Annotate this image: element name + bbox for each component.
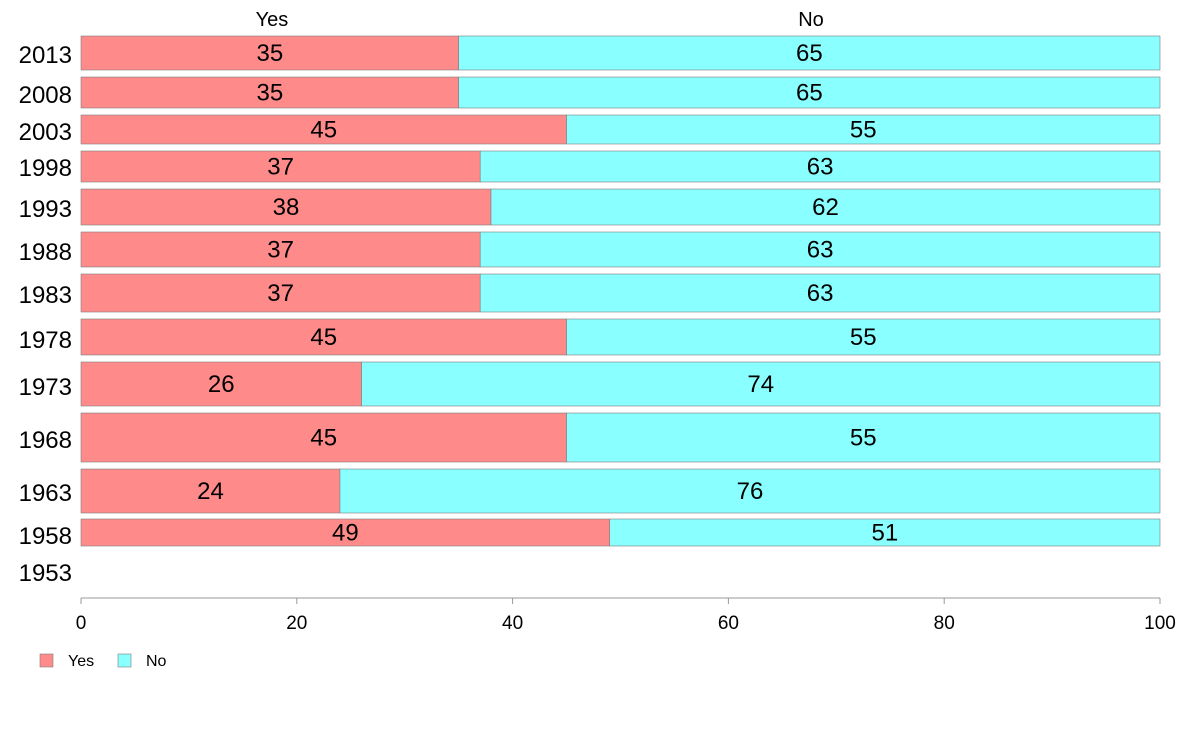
column-headers: Yes No xyxy=(256,9,824,31)
value-label-1973-yes: 26 xyxy=(208,371,235,398)
value-label-2008-no: 65 xyxy=(796,80,823,107)
bar-2003-no xyxy=(566,114,1161,145)
bar-1998-yes xyxy=(80,150,481,183)
x-tick-label-80: 80 xyxy=(934,613,955,634)
value-label-2013-yes: 35 xyxy=(256,40,283,67)
bar-1973-no xyxy=(361,361,1161,407)
legend: Yes No xyxy=(39,653,167,670)
value-label-1978-yes: 45 xyxy=(310,324,337,351)
category-label-1993: 1993 xyxy=(19,196,72,223)
value-label-1963-yes: 24 xyxy=(197,478,224,505)
category-label-2008: 2008 xyxy=(19,82,72,109)
bar-1983-yes xyxy=(80,273,481,313)
legend-swatch-no xyxy=(117,653,132,668)
bar-2008-no xyxy=(458,76,1161,109)
bar-1958-yes xyxy=(80,518,611,547)
value-label-1993-no: 62 xyxy=(812,194,839,221)
bar-2008-yes xyxy=(80,76,459,109)
value-label-1963-no: 76 xyxy=(737,478,764,505)
category-label-1953: 1953 xyxy=(19,560,72,587)
category-label-1968: 1968 xyxy=(19,427,72,454)
value-label-2008-yes: 35 xyxy=(256,80,283,107)
x-tick-label-60: 60 xyxy=(718,613,739,634)
bar-1993-yes xyxy=(80,188,492,226)
bar-1958-no xyxy=(609,518,1161,547)
bar-1968-yes xyxy=(80,412,567,463)
bar-1978-yes xyxy=(80,318,567,356)
value-label-2003-no: 55 xyxy=(850,117,877,144)
value-label-1968-no: 55 xyxy=(850,425,877,452)
bar-1963-yes xyxy=(80,468,341,514)
x-tick-label-0: 0 xyxy=(76,613,87,634)
x-tick-label-100: 100 xyxy=(1144,613,1176,634)
value-label-1983-yes: 37 xyxy=(267,280,294,307)
value-label-1998-yes: 37 xyxy=(267,154,294,181)
value-label-2003-yes: 45 xyxy=(310,117,337,144)
category-label-1988: 1988 xyxy=(19,239,72,266)
category-labels: 2013 2008 2003 1998 1993 1988 1983 1978 1973 1968… xyxy=(19,42,72,587)
value-label-1973-no: 74 xyxy=(747,371,774,398)
category-label-1958: 1958 xyxy=(19,523,72,550)
value-label-1978-no: 55 xyxy=(850,324,877,351)
category-label-2013: 2013 xyxy=(19,42,72,69)
value-label-1968-yes: 45 xyxy=(310,425,337,452)
x-tick-label-20: 20 xyxy=(286,613,307,634)
bars-group: 35 65 35 65 45 55 37 63 38 62 37 63 37 63 45 55 26 74 45 55… xyxy=(80,35,1161,547)
bar-1973-yes xyxy=(80,361,362,407)
value-label-2013-no: 65 xyxy=(796,40,823,67)
bar-2013-yes xyxy=(80,35,459,71)
bar-1983-no xyxy=(479,273,1161,313)
category-label-1973: 1973 xyxy=(19,374,72,401)
bar-1988-no xyxy=(479,231,1161,268)
bar-1993-no xyxy=(490,188,1161,226)
bar-2003-yes xyxy=(80,114,567,145)
value-label-1988-no: 63 xyxy=(807,237,834,264)
value-label-1988-yes: 37 xyxy=(267,237,294,264)
category-label-1978: 1978 xyxy=(19,327,72,354)
x-tick-label-40: 40 xyxy=(502,613,523,634)
bar-1963-no xyxy=(339,468,1161,514)
legend-label-no: No xyxy=(146,653,167,670)
bar-1998-no xyxy=(479,150,1161,183)
legend-label-yes: Yes xyxy=(68,653,94,670)
column-header-no: No xyxy=(798,9,824,31)
category-label-2003: 2003 xyxy=(19,119,72,146)
value-label-1998-no: 63 xyxy=(807,154,834,181)
bar-1968-no xyxy=(566,412,1161,463)
bar-1978-no xyxy=(566,318,1161,356)
x-axis: 0 20 40 60 80 100 xyxy=(76,597,1176,634)
value-label-1958-yes: 49 xyxy=(332,520,359,547)
value-label-1983-no: 63 xyxy=(807,280,834,307)
category-label-1983: 1983 xyxy=(19,282,72,309)
value-label-1958-no: 51 xyxy=(872,520,899,547)
category-label-1998: 1998 xyxy=(19,155,72,182)
legend-swatch-yes xyxy=(39,653,54,668)
category-label-1963: 1963 xyxy=(19,480,72,507)
bar-2013-no xyxy=(458,35,1161,71)
column-header-yes: Yes xyxy=(256,9,289,31)
value-label-1993-yes: 38 xyxy=(273,194,300,221)
